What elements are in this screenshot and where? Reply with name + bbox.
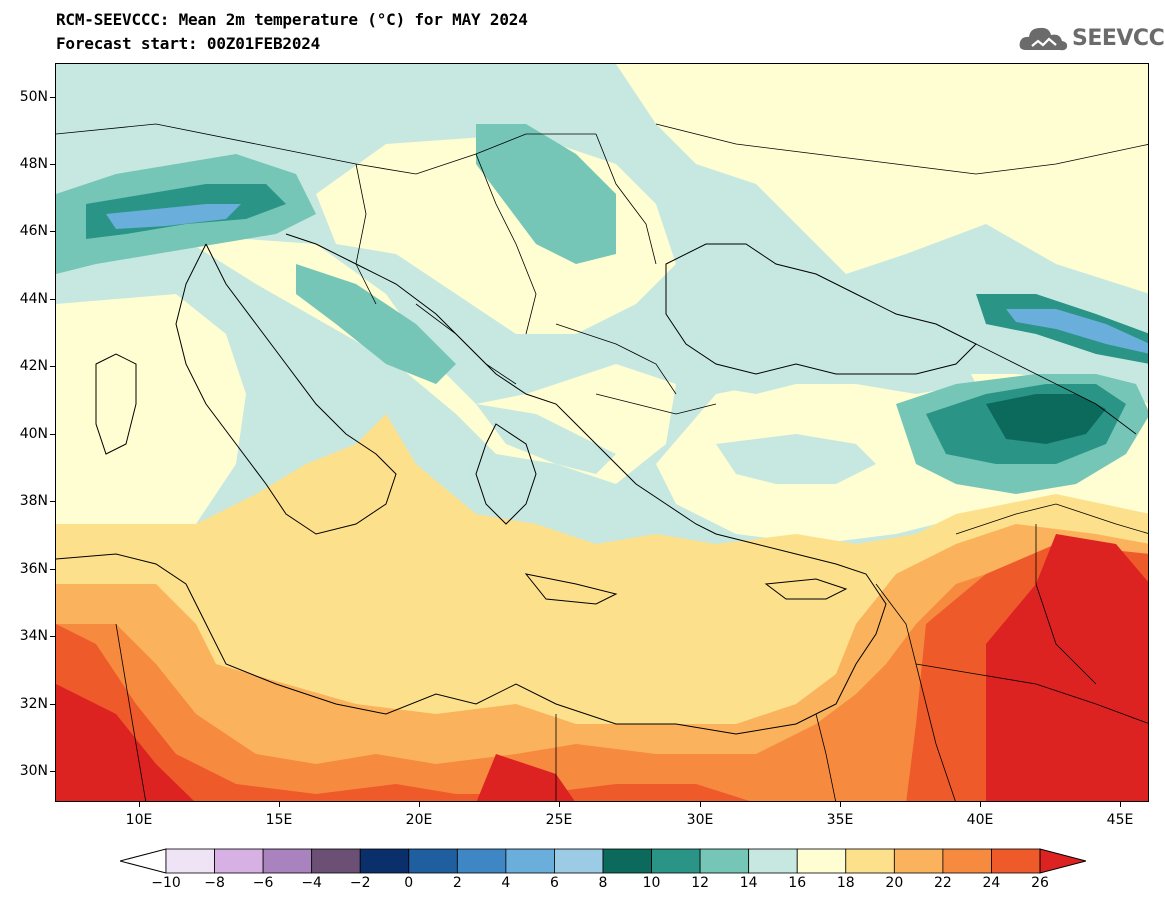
lon-tick (139, 802, 140, 807)
lat-tick (50, 771, 55, 772)
temperature-colorbar (120, 848, 1086, 874)
colorbar-cell (651, 848, 701, 874)
colorbar-label: −8 (204, 875, 225, 891)
lat-label: 42N (19, 358, 48, 374)
lat-label: 48N (19, 156, 48, 172)
lon-tick (559, 802, 560, 807)
colorbar-label: 20 (885, 875, 904, 891)
lat-tick (50, 636, 55, 637)
lat-label: 46N (19, 223, 48, 239)
lat-label: 34N (19, 628, 48, 644)
colorbar-label: 26 (1031, 875, 1049, 891)
colorbar-label: 24 (982, 875, 1001, 891)
lat-tick (50, 164, 55, 165)
lon-label: 30E (686, 812, 714, 828)
lat-label: 40N (19, 426, 48, 442)
lat-tick (50, 434, 55, 435)
lon-tick (840, 802, 841, 807)
colorbar-label: 18 (836, 875, 855, 891)
colorbar-cell (845, 848, 895, 874)
lat-label: 50N (19, 89, 48, 105)
colorbar-label: −10 (151, 875, 181, 891)
lat-label: 38N (19, 493, 48, 509)
lat-label: 36N (19, 561, 48, 577)
lon-label: 20E (405, 812, 433, 828)
colorbar-over-triangle (1039, 848, 1086, 874)
lon-tick (1120, 802, 1121, 807)
lon-label: 45E (1106, 812, 1134, 828)
lat-label: 32N (19, 696, 48, 712)
colorbar-label: −6 (252, 875, 274, 891)
lon-tick (700, 802, 701, 807)
colorbar-cell (942, 848, 992, 874)
colorbar-cell (554, 848, 604, 874)
lat-tick (50, 97, 55, 98)
logo-text: SEEVCCC (1072, 26, 1165, 51)
colorbar-cell (359, 848, 410, 874)
colorbar-cell (748, 848, 798, 874)
lon-label: 40E (966, 812, 994, 828)
colorbar-cell (505, 848, 555, 874)
colorbar-label: −4 (301, 875, 322, 891)
temperature-field (56, 64, 1148, 801)
lat-tick (50, 569, 55, 570)
lat-tick (50, 299, 55, 300)
lat-tick (50, 366, 55, 367)
lon-label: 25E (545, 812, 573, 828)
lon-tick (980, 802, 981, 807)
temperature-map (55, 63, 1149, 802)
colorbar-label: 16 (788, 875, 807, 891)
colorbar-cell (165, 848, 215, 874)
colorbar-label: 10 (642, 875, 661, 891)
lon-tick (279, 802, 280, 807)
colorbar-cell (311, 848, 361, 874)
colorbar-under-triangle (120, 848, 167, 874)
cloud-logo-icon (1019, 27, 1068, 51)
colorbar-label: 22 (933, 875, 952, 891)
colorbar-label: 14 (739, 875, 758, 891)
lat-tick (50, 231, 55, 232)
colorbar-label: 4 (501, 875, 511, 891)
seevccc-logo: SEEVCCC (1018, 22, 1165, 56)
map-title: RCM-SEEVCCC: Mean 2m temperature (°C) fo… (56, 10, 528, 29)
lon-label: 10E (125, 812, 153, 828)
forecast-start: Forecast start: 00Z01FEB2024 (56, 34, 321, 53)
colorbar-label: 2 (452, 875, 462, 891)
lon-label: 15E (265, 812, 293, 828)
colorbar-cell (262, 848, 313, 874)
colorbar-cell (991, 848, 1041, 874)
lat-tick (50, 704, 55, 705)
lat-tick (50, 501, 55, 502)
colorbar-label: 12 (691, 875, 710, 891)
colorbar-cell (408, 848, 458, 874)
colorbar-label: 8 (598, 875, 608, 891)
colorbar-cell (699, 848, 750, 874)
colorbar-cell (602, 848, 652, 874)
colorbar-label: −2 (349, 875, 371, 891)
colorbar-cell (456, 848, 507, 874)
lat-label: 30N (19, 763, 48, 779)
colorbar-cell (214, 848, 264, 874)
colorbar-label: 6 (549, 875, 559, 891)
colorbar-cell (893, 848, 944, 874)
lon-tick (419, 802, 420, 807)
lon-label: 35E (826, 812, 854, 828)
lat-label: 44N (19, 291, 48, 307)
colorbar-cell (796, 848, 847, 874)
colorbar-label: 0 (404, 875, 414, 891)
